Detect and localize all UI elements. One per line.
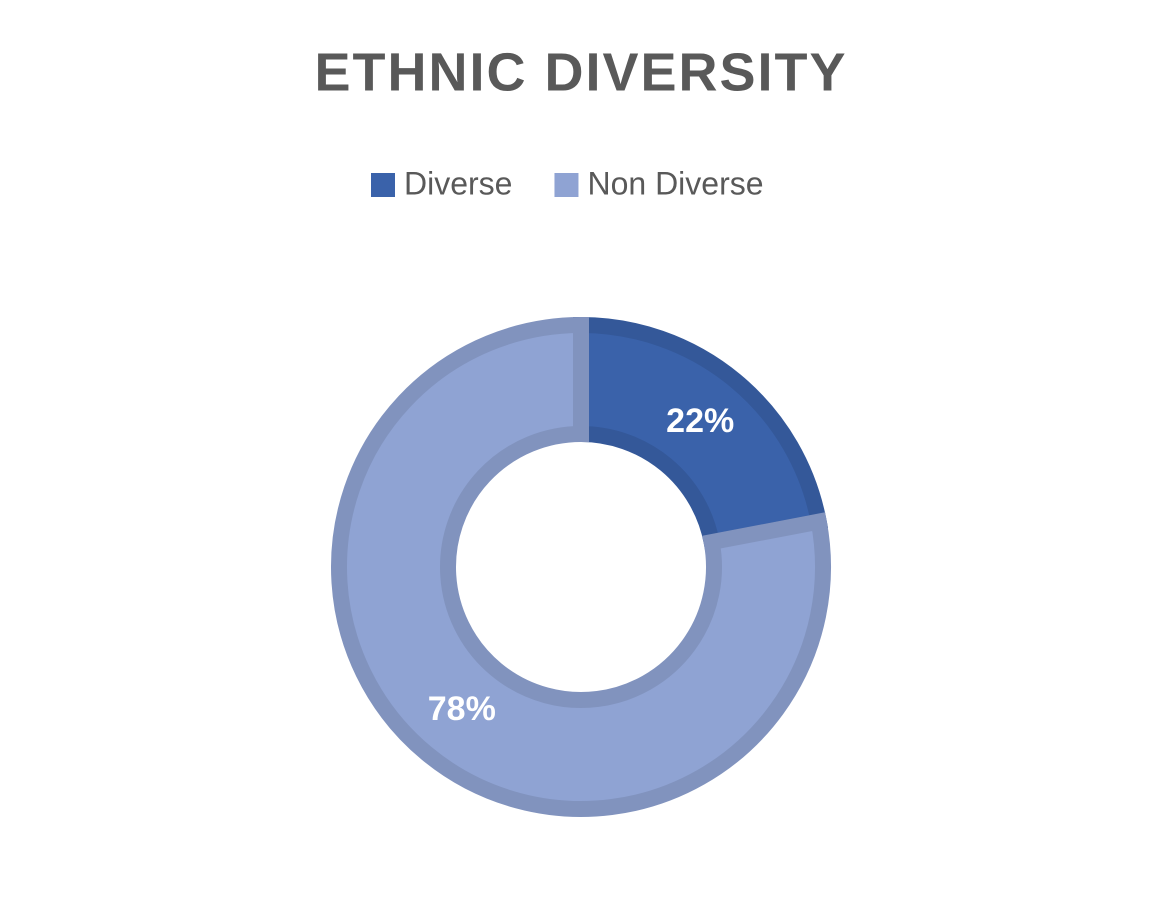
data-label: 78% [428, 690, 496, 728]
legend-label: Non Diverse [587, 165, 763, 201]
legend-swatch [554, 173, 579, 197]
donut-segment [331, 316, 831, 817]
chart-title: ETHNIC DIVERSITY [314, 42, 847, 102]
donut-segment [573, 316, 829, 552]
legend-swatch [371, 173, 395, 197]
legend-label: Diverse [404, 165, 512, 201]
data-label: 22% [666, 402, 734, 440]
